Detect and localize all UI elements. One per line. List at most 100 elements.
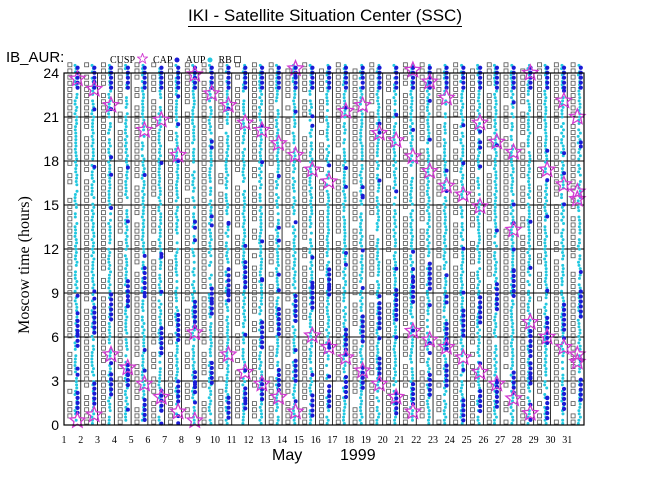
aup-point bbox=[409, 263, 413, 267]
aup-point bbox=[276, 296, 280, 300]
rb-point bbox=[134, 395, 140, 400]
rb-point bbox=[369, 302, 375, 308]
aup-point bbox=[342, 150, 346, 154]
aup-point bbox=[90, 170, 94, 174]
rb-point bbox=[520, 345, 526, 351]
aup-point bbox=[410, 370, 414, 374]
rb-point bbox=[251, 210, 257, 216]
cap-point bbox=[411, 249, 416, 254]
rb-point bbox=[537, 210, 542, 216]
aup-point bbox=[123, 389, 127, 393]
cap-point bbox=[293, 348, 298, 353]
rb-point bbox=[117, 407, 123, 413]
rb-point bbox=[470, 167, 475, 172]
aup-point bbox=[191, 251, 195, 255]
aup-point bbox=[376, 212, 380, 216]
rb-point bbox=[453, 210, 459, 216]
aup-point bbox=[158, 231, 162, 235]
rb-point bbox=[268, 154, 274, 160]
aup-point bbox=[142, 341, 146, 345]
rb-point bbox=[486, 111, 492, 117]
rb-point bbox=[436, 358, 442, 363]
rb-point bbox=[168, 277, 173, 283]
aup-point bbox=[443, 128, 447, 132]
aup-point bbox=[393, 260, 397, 264]
aup-point bbox=[259, 283, 263, 287]
aup-point bbox=[327, 318, 331, 322]
rb-point bbox=[251, 154, 257, 160]
rb-point bbox=[67, 204, 73, 209]
rb-point bbox=[268, 419, 274, 425]
rb-point bbox=[117, 197, 123, 203]
aup-point bbox=[107, 112, 111, 116]
aup-point bbox=[509, 205, 513, 209]
rb-point bbox=[486, 333, 492, 339]
aup-point bbox=[123, 144, 127, 148]
rb-point bbox=[268, 364, 274, 370]
aup-point bbox=[342, 296, 346, 300]
rb-point bbox=[352, 179, 358, 185]
cap-point bbox=[142, 407, 147, 412]
rb-point bbox=[251, 401, 257, 406]
aup-point bbox=[375, 196, 379, 200]
rb-point bbox=[302, 136, 308, 142]
cap-point bbox=[125, 378, 130, 383]
aup-point bbox=[242, 341, 246, 345]
rb-point bbox=[117, 136, 123, 142]
aup-point bbox=[190, 283, 194, 287]
rb-point bbox=[470, 407, 475, 413]
aup-point bbox=[527, 215, 531, 219]
cap-point bbox=[276, 372, 281, 378]
aup-point bbox=[125, 225, 129, 229]
aup-point bbox=[325, 363, 329, 367]
cap-point bbox=[159, 331, 164, 336]
aup-point bbox=[142, 186, 146, 190]
rb-point bbox=[184, 296, 190, 302]
aup-point bbox=[326, 215, 330, 219]
cap-point bbox=[360, 195, 365, 200]
rb-point bbox=[101, 222, 106, 228]
rb-point bbox=[151, 419, 157, 425]
aup-point bbox=[192, 418, 196, 422]
aup-point bbox=[494, 370, 498, 374]
cap-point bbox=[176, 399, 181, 404]
rb-point bbox=[470, 333, 475, 339]
aup-point bbox=[494, 128, 498, 132]
aup-point bbox=[459, 180, 463, 184]
rb-point bbox=[268, 271, 274, 277]
aup-point bbox=[493, 351, 497, 355]
aup-point bbox=[125, 196, 129, 200]
aup-point bbox=[107, 254, 111, 258]
cap-point bbox=[511, 278, 516, 284]
rb-point bbox=[470, 74, 475, 80]
aup-point bbox=[393, 196, 397, 200]
aup-point bbox=[442, 254, 446, 258]
cap-point bbox=[109, 85, 114, 90]
aup-point bbox=[174, 354, 178, 358]
aup-point bbox=[158, 128, 162, 132]
rb-point bbox=[67, 148, 73, 154]
aup-point bbox=[325, 157, 329, 161]
rb-point bbox=[453, 105, 459, 111]
cap-point bbox=[394, 287, 399, 293]
aup-point bbox=[275, 402, 279, 406]
aup-point bbox=[92, 412, 96, 416]
aup-point bbox=[325, 251, 329, 255]
aup-point bbox=[91, 292, 95, 296]
cap-point bbox=[461, 246, 466, 251]
rb-point bbox=[503, 62, 509, 68]
aup-point bbox=[460, 96, 464, 100]
rb-point bbox=[402, 253, 408, 259]
rb-point bbox=[520, 401, 526, 406]
rb-point bbox=[168, 296, 173, 302]
aup-point bbox=[325, 263, 329, 267]
aup-point bbox=[92, 283, 96, 287]
aup-point bbox=[276, 260, 280, 264]
aup-point bbox=[393, 351, 397, 355]
rb-point bbox=[335, 419, 341, 425]
aup-point bbox=[260, 102, 264, 106]
aup-point bbox=[426, 402, 430, 406]
rb-point bbox=[101, 308, 106, 314]
aup-point bbox=[226, 247, 230, 251]
aup-point bbox=[258, 405, 262, 409]
